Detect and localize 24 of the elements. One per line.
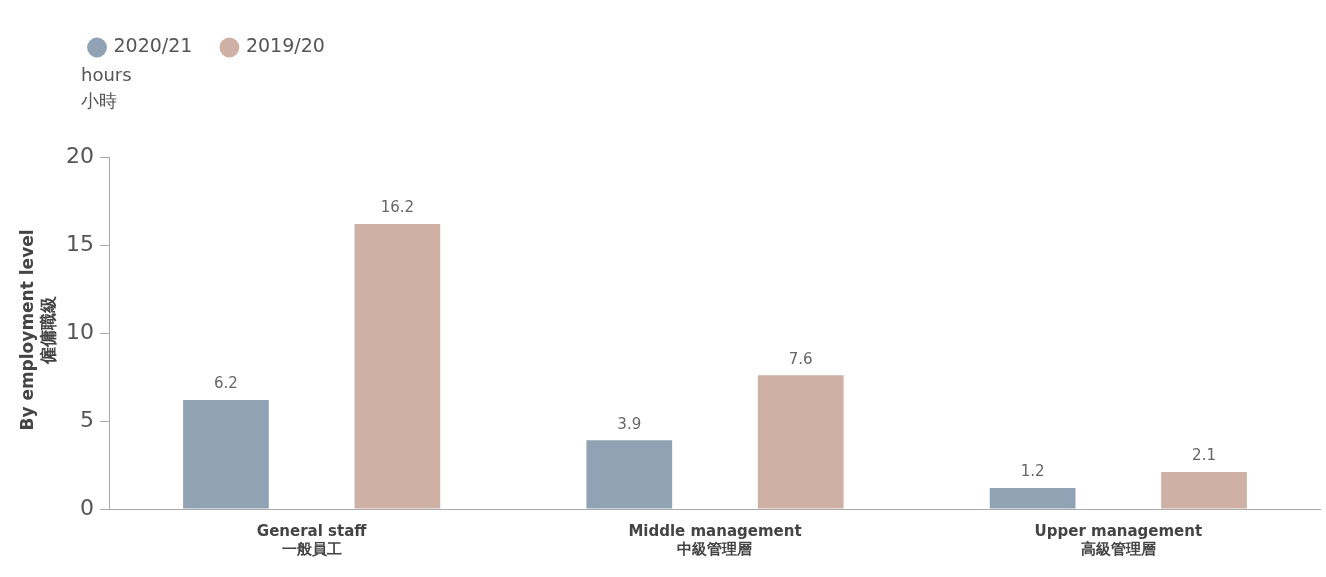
y-tick-label: 20 bbox=[65, 142, 94, 168]
x-tick-label: Upper management 高級管理層 bbox=[1034, 521, 1203, 558]
y-tick-label: 5 bbox=[79, 406, 94, 432]
y-tick-label: 0 bbox=[79, 494, 94, 520]
bar bbox=[757, 375, 844, 509]
data-label: 3.9 bbox=[617, 414, 642, 433]
y-tick-label: 10 bbox=[65, 318, 94, 344]
data-label: 16.2 bbox=[380, 198, 415, 217]
x-tick-label: Middle management 中級管理層 bbox=[628, 521, 802, 558]
y-axis-title: hours 小時 bbox=[81, 63, 132, 113]
x-tick-label: General staff 一般員工 bbox=[256, 521, 368, 558]
data-label: 7.6 bbox=[788, 349, 813, 368]
legend-label: 2020/21 bbox=[113, 34, 193, 57]
bar bbox=[354, 223, 441, 509]
data-label: 6.2 bbox=[214, 374, 238, 393]
data-label: 1.2 bbox=[1020, 462, 1045, 481]
legend-label: 2019/20 bbox=[245, 34, 325, 57]
text: By employment level 僱傭職級 bbox=[17, 229, 59, 431]
bar bbox=[1161, 472, 1247, 509]
data-label: 2.1 bbox=[1192, 446, 1216, 465]
bar bbox=[586, 440, 673, 509]
y-tick-label: 15 bbox=[65, 230, 94, 256]
bar bbox=[989, 487, 1076, 509]
bar bbox=[183, 399, 269, 509]
